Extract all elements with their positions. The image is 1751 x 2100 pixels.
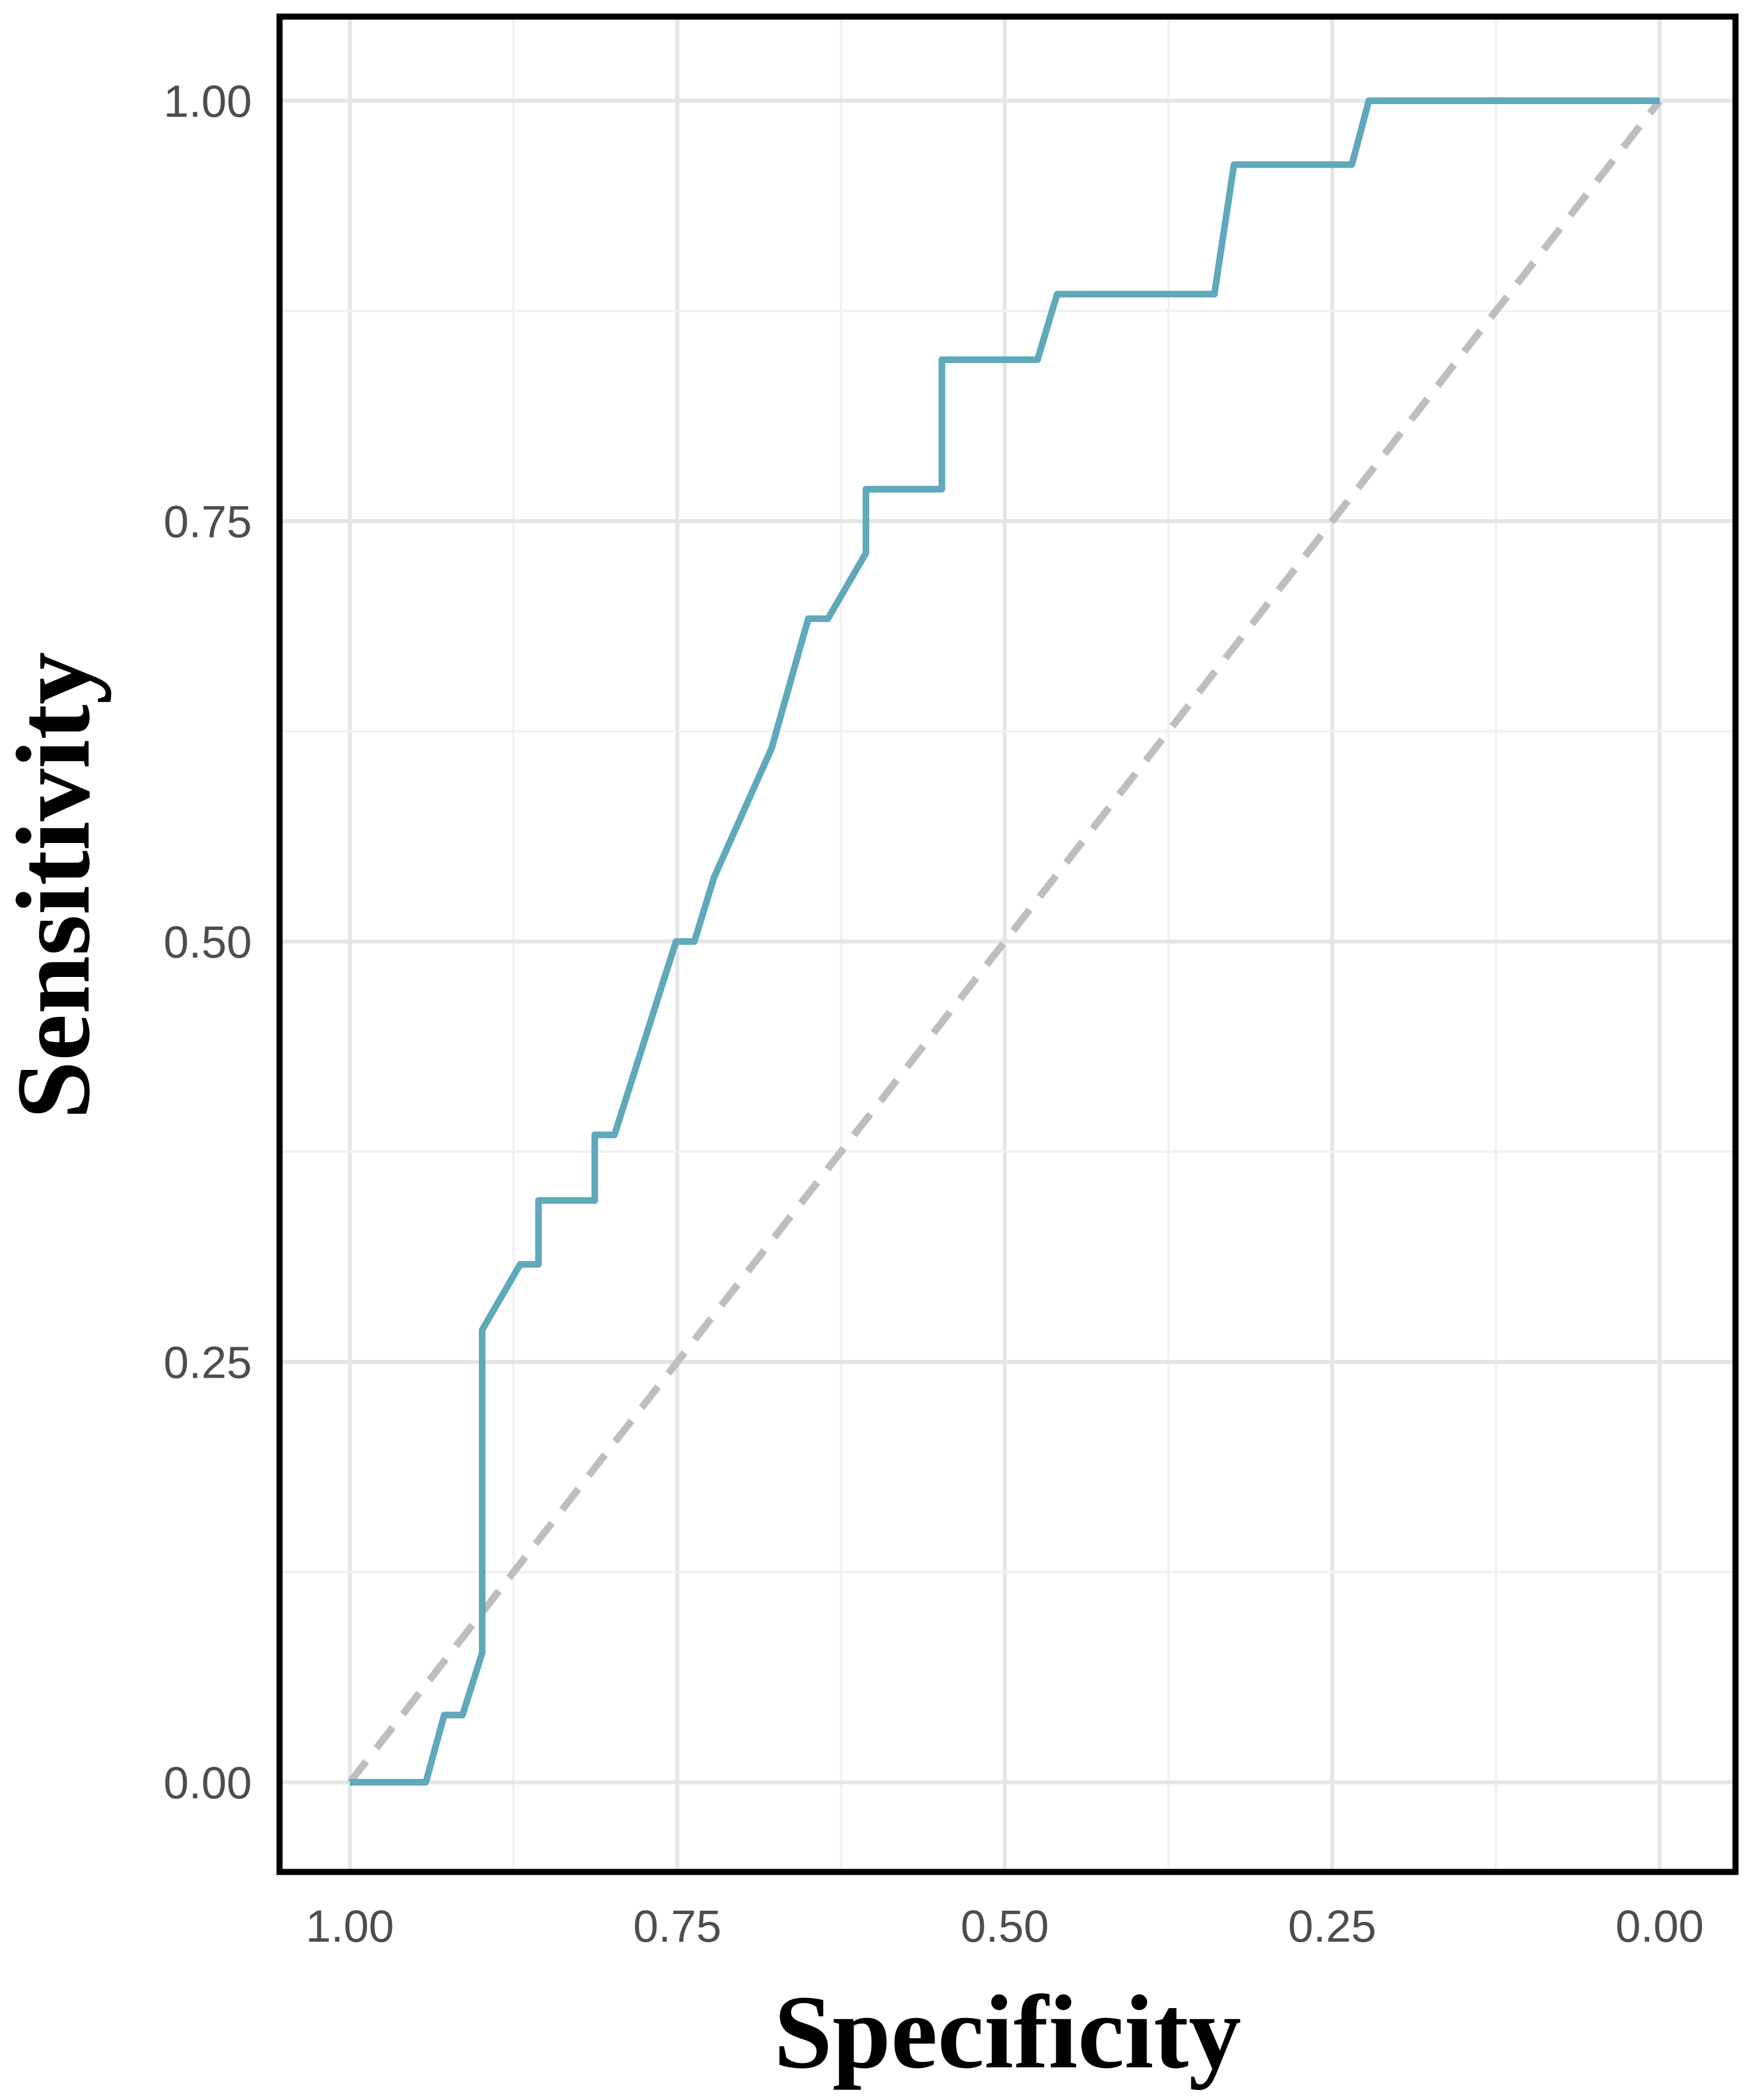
x-axis: 1.00 0.75 0.50 0.25 0.00 — [306, 1901, 1704, 1952]
x-tick-label: 0.75 — [633, 1901, 722, 1952]
x-tick-label: 1.00 — [306, 1901, 394, 1952]
y-tick-label: 0.75 — [163, 497, 252, 547]
y-axis-title: Sensitivity — [0, 652, 112, 1120]
series-lines — [347, 97, 1663, 1786]
x-tick-label: 0.25 — [1288, 1901, 1377, 1952]
x-tick-label: 0.00 — [1615, 1901, 1704, 1952]
roc-curve-line — [350, 97, 1660, 1786]
x-axis-title: Specificity — [774, 1974, 1241, 2091]
reference-diagonal-line — [347, 99, 1663, 1785]
y-tick-label: 0.25 — [163, 1338, 252, 1388]
y-tick-label: 0.00 — [163, 1758, 252, 1808]
y-tick-label: 1.00 — [163, 76, 252, 127]
plot-border — [276, 13, 1739, 1875]
y-tick-label: 0.50 — [163, 917, 252, 968]
x-tick-label: 0.50 — [960, 1901, 1049, 1952]
y-axis: 1.00 0.75 0.50 0.25 0.00 — [163, 76, 252, 1808]
